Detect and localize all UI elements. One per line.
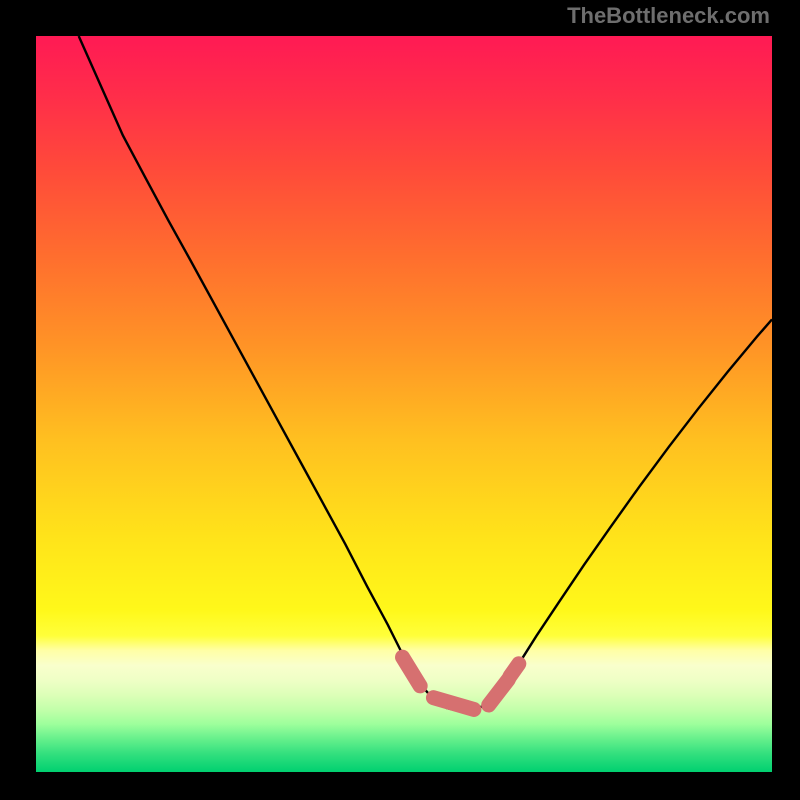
highlight-segment (433, 698, 473, 710)
watermark-text: TheBottleneck.com (567, 3, 770, 29)
chart-frame: TheBottleneck.com (0, 0, 800, 800)
highlight-segments (403, 657, 519, 709)
bottleneck-curve (79, 36, 772, 711)
highlight-segment (510, 664, 519, 677)
highlight-segment (403, 657, 421, 686)
curve-layer (36, 36, 772, 772)
highlight-segment (489, 679, 509, 705)
plot-area (36, 36, 772, 772)
